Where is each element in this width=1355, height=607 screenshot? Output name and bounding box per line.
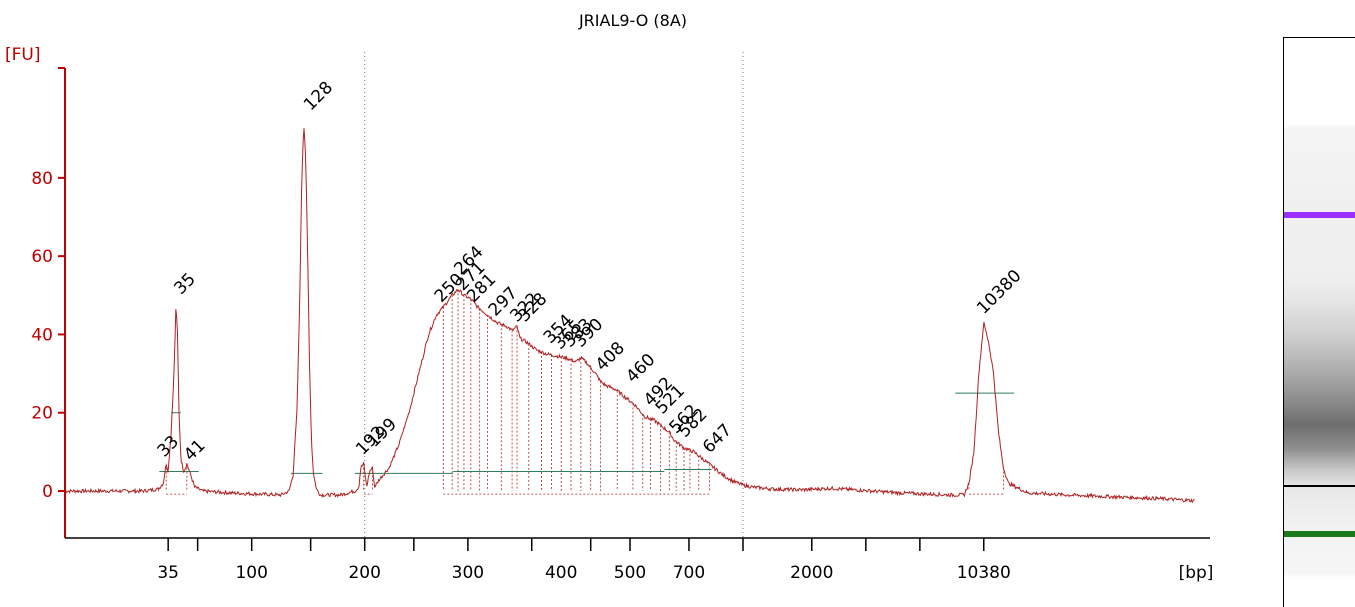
y-tick-label-40: 40 bbox=[31, 325, 53, 345]
x-axis-ticks: 35 100 200 300 400 500 700 2000 10380 bbox=[157, 538, 1011, 583]
y-axis-label: [FU] bbox=[5, 45, 41, 65]
x-tick-label-200: 200 bbox=[348, 563, 380, 583]
y-tick-label-20: 20 bbox=[31, 404, 53, 424]
gel-band-sample-line bbox=[1284, 485, 1355, 488]
electropherogram-chart: JRIAL9-O (8A) 0 20 40 60 80 35 100 200 300 400 50… bbox=[5, 11, 1214, 583]
x-tick-label-2000: 2000 bbox=[790, 563, 833, 583]
x-axis-label: [bp] bbox=[1179, 563, 1214, 583]
x-tick-label-100: 100 bbox=[235, 563, 267, 583]
y-axis-ticks: 0 20 40 60 80 bbox=[31, 67, 65, 502]
y-tick-label-60: 60 bbox=[31, 247, 53, 267]
x-tick-label-500: 500 bbox=[614, 563, 646, 583]
peak-label-41: 41 bbox=[180, 436, 209, 465]
peak-label-408: 408 bbox=[592, 338, 629, 375]
chart-title: JRIAL9-O (8A) bbox=[578, 11, 687, 30]
x-tick-label-10380: 10380 bbox=[957, 563, 1011, 583]
fluorescence-trace bbox=[64, 128, 1195, 504]
reference-lines bbox=[364, 52, 744, 538]
gel-lane bbox=[1283, 37, 1355, 607]
x-tick-label-300: 300 bbox=[452, 563, 484, 583]
peak-labels: 3533411281921992502642712812973223283543… bbox=[154, 78, 1026, 465]
y-tick-label-0: 0 bbox=[42, 482, 53, 502]
x-tick-label-400: 400 bbox=[545, 563, 577, 583]
gel-band-lower-marker bbox=[1284, 530, 1355, 537]
peak-label-128: 128 bbox=[300, 78, 337, 115]
x-tick-label-700: 700 bbox=[673, 563, 705, 583]
peak-drop-lines bbox=[165, 289, 1004, 495]
peak-label-647: 647 bbox=[699, 420, 736, 457]
y-tick-label-80: 80 bbox=[31, 169, 53, 189]
axes bbox=[64, 68, 1210, 539]
peak-label-10380: 10380 bbox=[973, 266, 1025, 318]
peak-label-33: 33 bbox=[154, 432, 183, 461]
gel-band-upper-marker bbox=[1284, 211, 1355, 218]
peak-label-35: 35 bbox=[170, 269, 199, 298]
peak-baselines bbox=[159, 392, 1015, 474]
x-tick-label-35: 35 bbox=[157, 563, 179, 583]
